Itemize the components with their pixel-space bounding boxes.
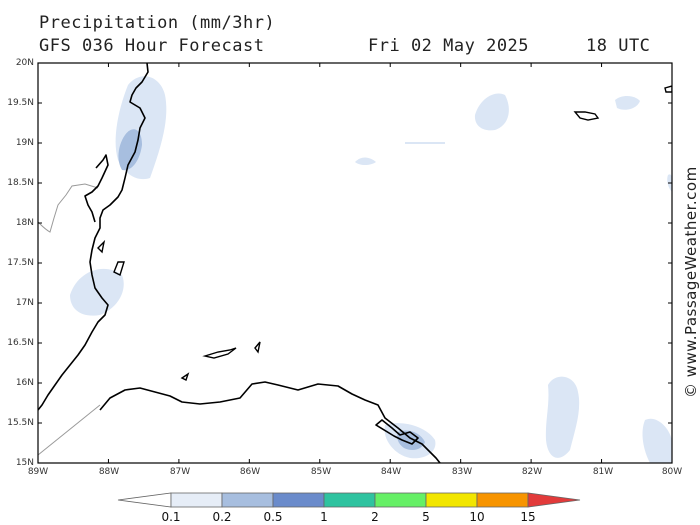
lat-label: 17.5N [7, 258, 34, 268]
lat-label: 16.5N [7, 338, 34, 348]
precip-area-light [642, 418, 672, 463]
legend-swatch [221, 492, 274, 508]
legend-swatch [476, 492, 529, 508]
legend-arrow-low [117, 492, 172, 508]
lat-label: 15.5N [7, 418, 34, 428]
lon-label: 87W [169, 467, 191, 477]
legend-label: 0.1 [161, 510, 181, 524]
precip-legend [117, 492, 581, 508]
legend-swatch [425, 492, 478, 508]
legend-label: 0.5 [263, 510, 283, 524]
legend-label: 1 [320, 510, 328, 524]
legend-swatch [170, 492, 223, 508]
coastline [38, 63, 441, 463]
precip-area-light [355, 157, 376, 165]
islands [97, 85, 672, 381]
lon-label: 89W [27, 467, 49, 477]
legend-label: 5 [422, 510, 430, 524]
legend-swatch [272, 492, 325, 508]
legend-label: 0.2 [212, 510, 232, 524]
lon-label: 84W [380, 467, 402, 477]
legend-swatch [374, 492, 427, 508]
lon-label: 80W [661, 467, 683, 477]
legend-swatch [323, 492, 376, 508]
valid-time: 18 UTC [586, 36, 651, 56]
lat-label: 15N [15, 458, 34, 468]
precip-area-light [70, 268, 124, 316]
lat-label: 20N [15, 58, 34, 68]
lat-label: 18.5N [7, 178, 34, 188]
lon-label: 88W [98, 467, 120, 477]
precip-area-light [545, 376, 580, 458]
legend-label: 15 [520, 510, 536, 524]
lon-label: 86W [239, 467, 261, 477]
legend-label: 10 [469, 510, 485, 524]
lon-label: 83W [451, 467, 473, 477]
country-borders [38, 183, 101, 456]
precip-area-light [405, 142, 445, 144]
valid-date: Fri 02 May 2025 [368, 36, 530, 56]
axis-ticks [37, 62, 673, 464]
legend-label: 2 [371, 510, 379, 524]
precip-area-light [474, 93, 509, 131]
lat-label: 16N [15, 378, 34, 388]
map-title: Precipitation (mm/3hr) [39, 13, 276, 33]
legend-arrow-high [527, 492, 581, 508]
lat-label: 17N [15, 298, 34, 308]
lat-label: 19N [15, 138, 34, 148]
precip-area-medium [397, 430, 425, 450]
lon-label: 85W [310, 467, 332, 477]
site-credit: © www.PassageWeather.com [682, 166, 700, 398]
lon-label: 81W [592, 467, 614, 477]
lat-label: 19.5N [7, 98, 34, 108]
precip-area-medium [118, 129, 142, 171]
precip-area-light [615, 95, 640, 110]
lat-label: 18N [15, 218, 34, 228]
lon-label: 82W [521, 467, 543, 477]
map-area [38, 63, 672, 463]
forecast-subtitle: GFS 036 Hour Forecast [39, 36, 265, 56]
